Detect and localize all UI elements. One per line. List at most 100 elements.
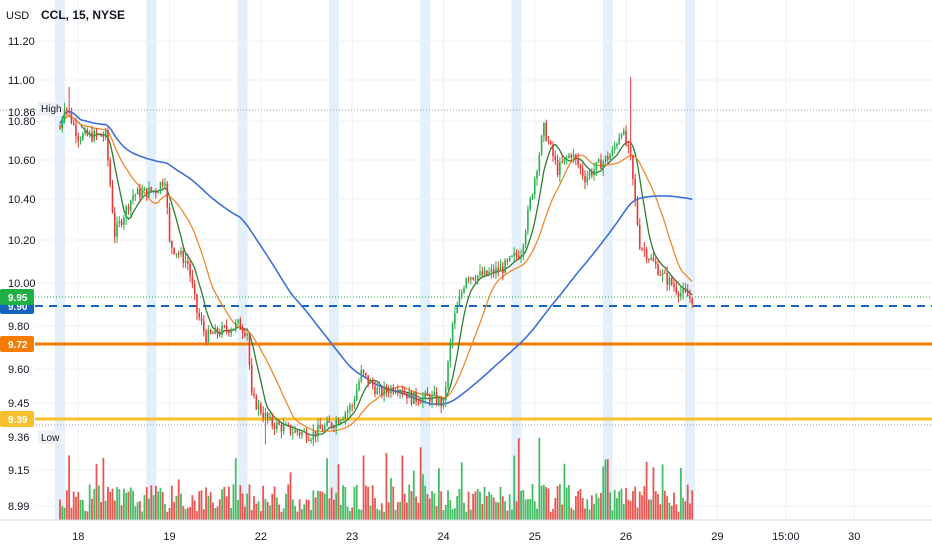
candle-body — [374, 385, 376, 395]
volume-bar — [148, 498, 150, 520]
candle-body — [234, 322, 237, 329]
candle-body — [109, 160, 112, 186]
volume-bar — [339, 504, 342, 520]
candle-body — [310, 439, 312, 441]
candle-body — [629, 146, 632, 156]
candle-body — [177, 253, 180, 255]
candle-body — [173, 247, 175, 254]
volume-bar — [531, 484, 534, 520]
volume-bar — [81, 499, 84, 520]
candle-body — [408, 391, 411, 399]
candle-body — [333, 426, 335, 428]
candle-body — [549, 141, 552, 145]
session-band — [420, 0, 431, 520]
candle-body — [435, 392, 438, 404]
volume-bar — [593, 503, 596, 520]
candle-body — [118, 221, 121, 224]
volume-bar — [460, 462, 463, 520]
candle-body — [143, 188, 146, 191]
candle-body — [572, 154, 575, 158]
volume-bar — [323, 493, 326, 520]
volume-bar — [424, 485, 427, 520]
volume-bar — [63, 507, 66, 520]
volume-bar — [116, 487, 118, 520]
candle-body — [476, 275, 479, 281]
volume-bar — [234, 458, 237, 520]
volume-bar — [362, 455, 365, 520]
volume-bar — [374, 498, 376, 520]
volume-bar — [232, 484, 235, 520]
volume-bars — [59, 437, 694, 520]
candle-body — [232, 328, 235, 331]
volume-bar — [431, 491, 433, 520]
candle-body — [123, 217, 125, 225]
high-label: High — [41, 104, 62, 115]
candle-body — [527, 209, 529, 232]
candle-body — [540, 136, 543, 155]
volume-bar — [97, 485, 100, 520]
volume-bar — [406, 502, 408, 520]
volume-bar — [554, 497, 557, 520]
candle-body — [547, 140, 550, 142]
volume-bar — [166, 511, 169, 520]
candle-body — [107, 130, 109, 161]
candle-body — [412, 391, 415, 404]
candle-body — [691, 298, 694, 304]
volume-bar — [353, 486, 356, 520]
candle-body — [175, 253, 178, 255]
volume-bar — [273, 486, 276, 520]
volume-bar — [590, 495, 593, 520]
volume-bar — [497, 502, 500, 520]
session-bands — [55, 0, 695, 520]
session-band — [146, 0, 157, 520]
currency-label: USD — [6, 10, 29, 22]
session-band — [328, 0, 339, 520]
candle-body — [335, 419, 337, 428]
candle-body — [531, 194, 534, 199]
session-band — [55, 0, 65, 520]
candle-body — [426, 392, 429, 396]
candle-body — [620, 134, 623, 138]
volume-bar — [529, 499, 532, 520]
volume-bar — [542, 484, 545, 520]
x-tick-label: 22 — [255, 531, 267, 543]
candle-body — [280, 424, 283, 432]
candle-body — [276, 422, 278, 429]
candle-body — [228, 330, 230, 334]
volume-bar — [561, 504, 564, 520]
volume-bar — [558, 484, 561, 520]
volume-bar — [380, 503, 383, 520]
volume-bar — [164, 503, 166, 520]
volume-bar — [264, 498, 267, 520]
candle-body — [77, 136, 80, 141]
volume-bar — [107, 486, 109, 520]
volume-bar — [565, 487, 568, 520]
candle-body — [102, 136, 105, 138]
candle-body — [563, 158, 566, 163]
candle-body — [218, 334, 221, 336]
volume-bar — [437, 468, 440, 520]
volume-bar — [463, 502, 465, 520]
volume-bar — [456, 495, 459, 520]
candle-body — [129, 200, 132, 211]
volume-bar — [104, 500, 107, 520]
candle-body — [214, 327, 217, 334]
volume-bar — [600, 492, 602, 520]
candle-body — [351, 405, 353, 407]
volume-bar — [540, 485, 543, 520]
volume-bar — [182, 506, 185, 520]
volume-bar — [321, 491, 324, 520]
volume-bar — [677, 511, 680, 520]
candle-body — [451, 323, 454, 343]
level-tag-9.72 — [0, 336, 34, 352]
volume-bar — [314, 497, 317, 520]
candles — [59, 77, 694, 447]
level-tag-9.39 — [0, 411, 34, 427]
candle-body — [467, 278, 470, 280]
volume-bar — [230, 507, 233, 520]
candle-body — [661, 272, 664, 276]
volume-bar — [255, 503, 258, 520]
candle-body — [326, 420, 328, 426]
candle-body — [556, 159, 559, 176]
